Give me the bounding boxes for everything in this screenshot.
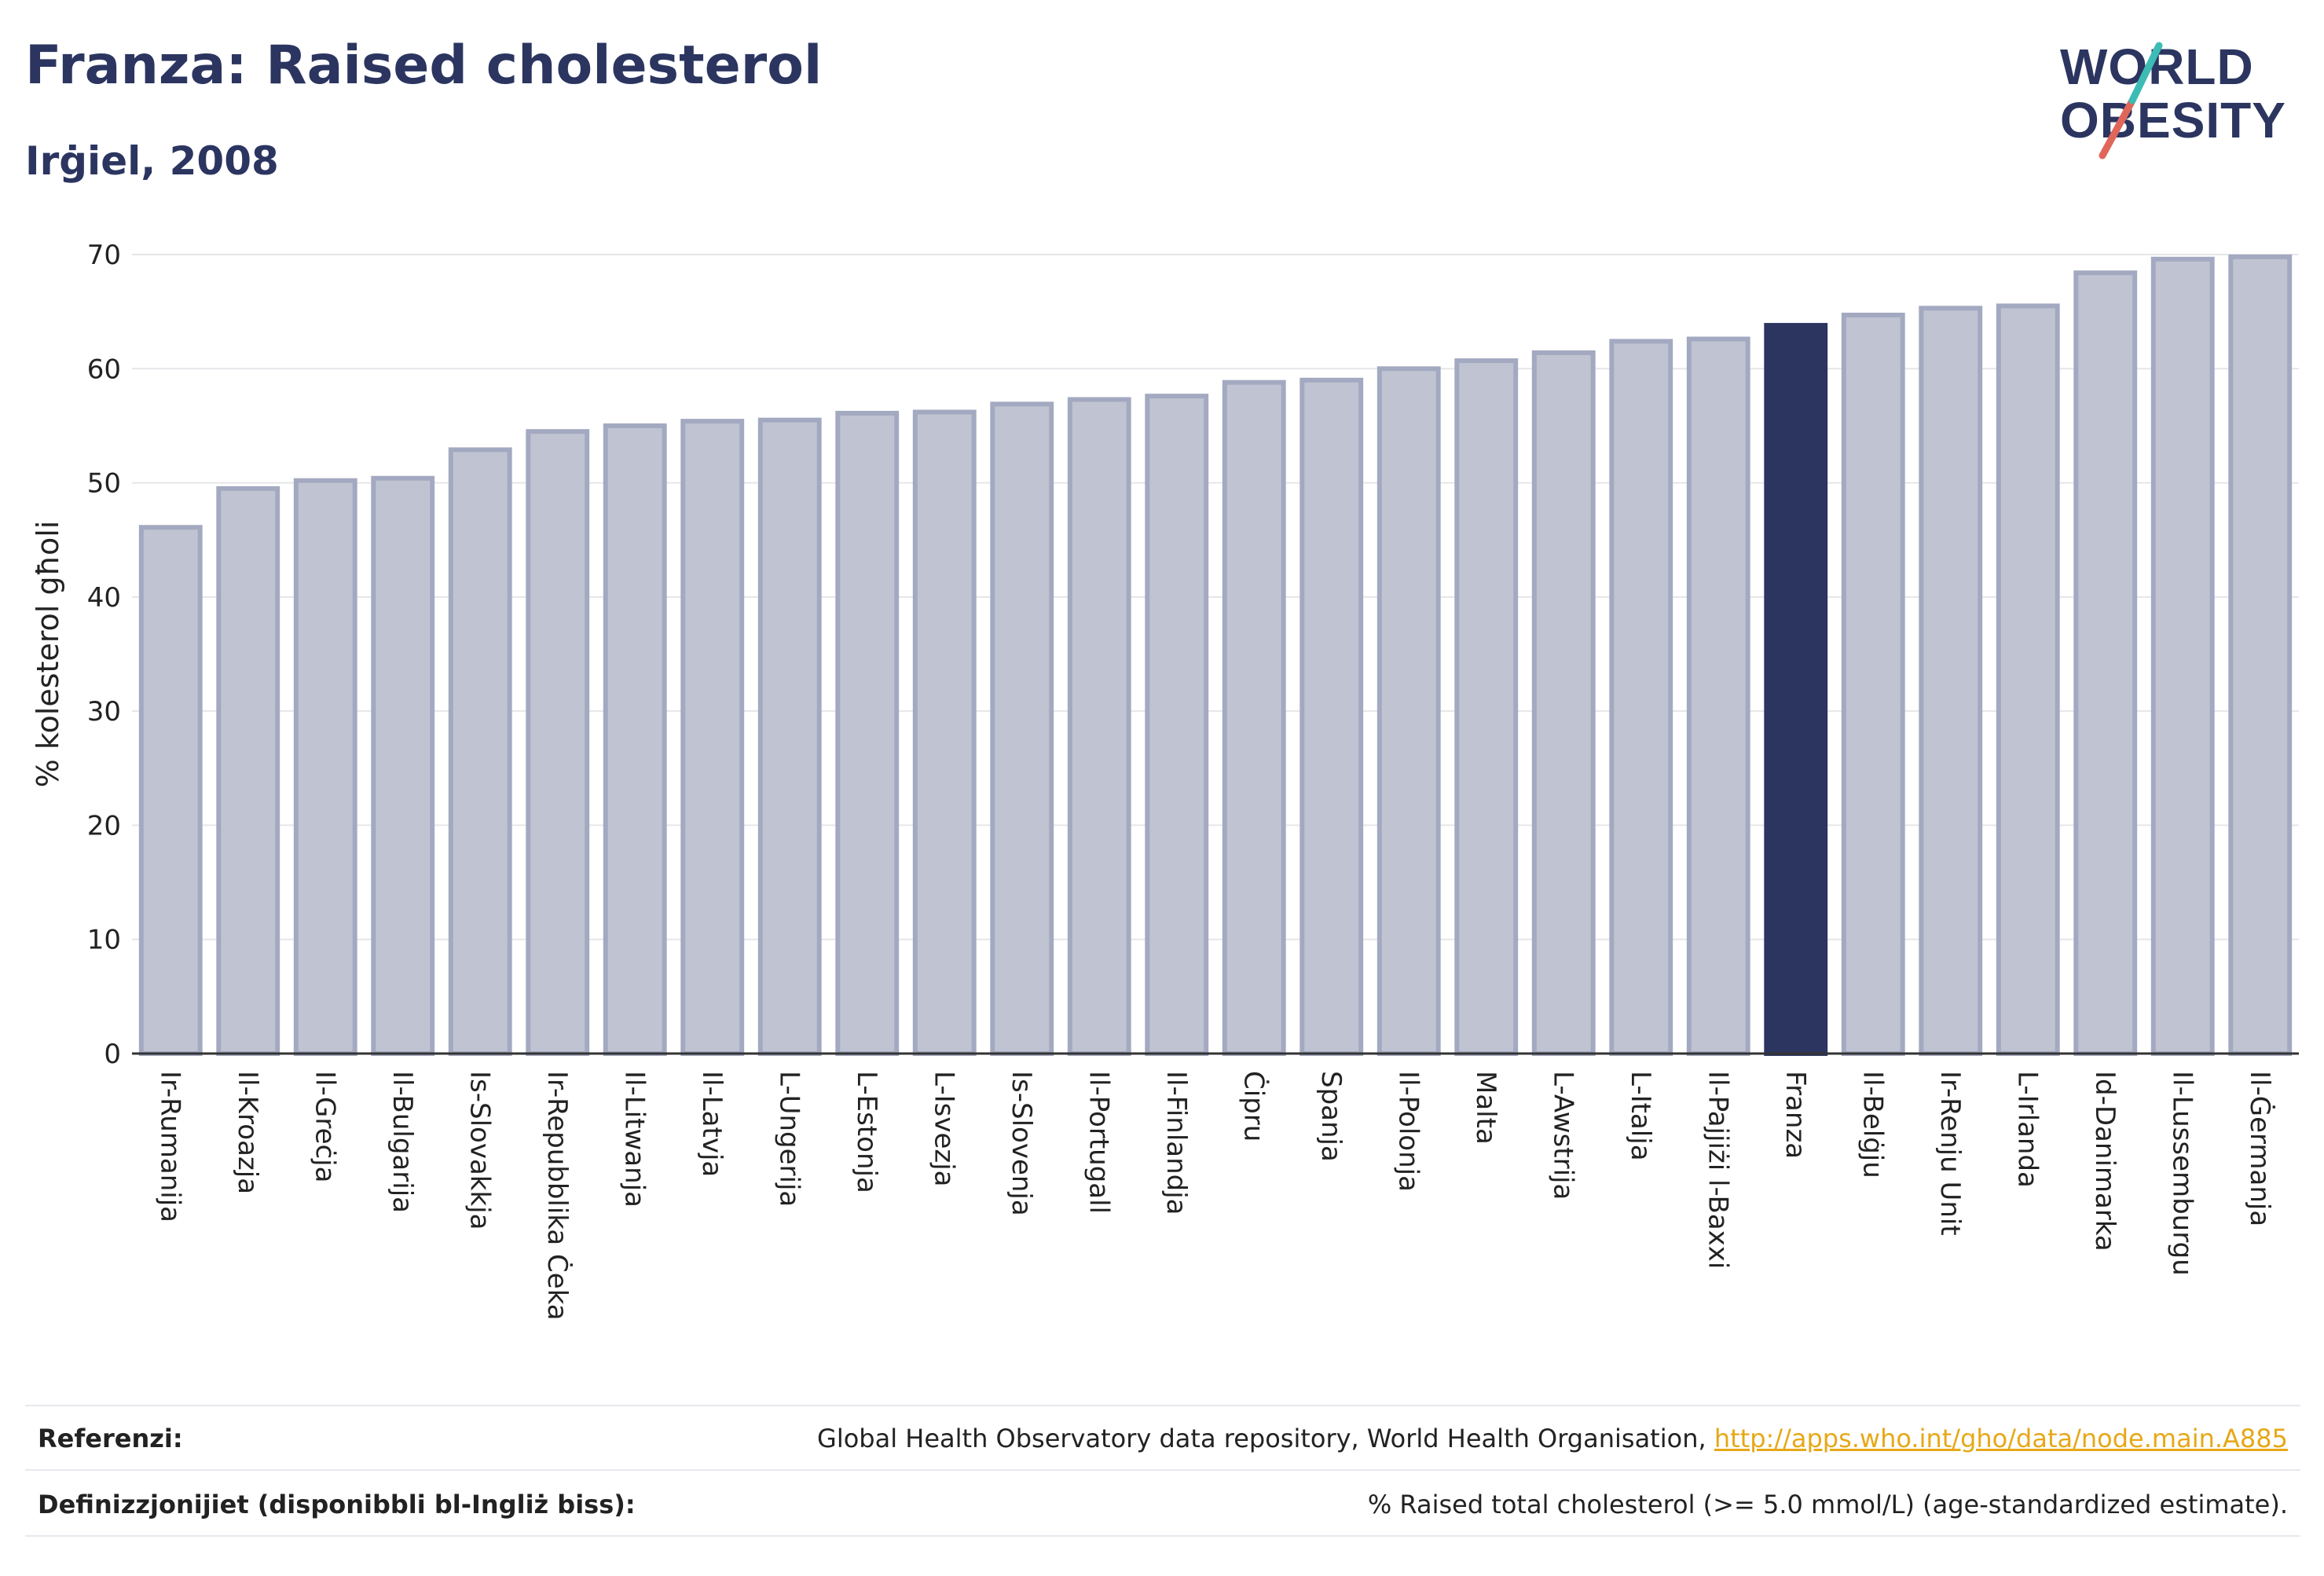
- x-tick-label: Il-Kroazja: [232, 1071, 263, 1194]
- x-tick-label: L-Awstrija: [1547, 1071, 1578, 1200]
- y-tick-label: 20: [87, 810, 121, 841]
- references-value: Global Health Observatory data repositor…: [817, 1424, 2288, 1453]
- bar-Id-Danimarka: [2073, 270, 2138, 1056]
- bar-L-Irlanda: [1996, 303, 2060, 1056]
- references-link[interactable]: http://apps.who.int/gho/data/node.main.A…: [1714, 1424, 2288, 1453]
- bar-Is-Slovenja: [990, 401, 1054, 1056]
- bar-Ir-Renju Unit: [1919, 306, 1983, 1056]
- bar-Spanja: [1299, 377, 1364, 1057]
- footer-divider: [25, 1405, 2300, 1406]
- bar-Il-Lussemburgu: [2150, 256, 2215, 1057]
- x-tick-label: Malta: [1470, 1071, 1501, 1145]
- x-tick-label: Il-Finlandja: [1160, 1071, 1192, 1215]
- bar-Il-Belġju: [1841, 313, 1905, 1057]
- bar-L-Estonja: [835, 410, 900, 1056]
- footer-divider: [25, 1469, 2300, 1471]
- x-tick-label: Il-Portugall: [1083, 1071, 1114, 1214]
- y-axis-title: % kolesterol għoli: [31, 521, 65, 788]
- x-tick-label: L-Estonja: [851, 1071, 882, 1193]
- x-tick-label: L-Isvezja: [928, 1071, 959, 1187]
- bar-L-Awstrija: [1531, 350, 1596, 1056]
- y-tick-label: 10: [87, 925, 121, 956]
- x-tick-label: Is-Slovenja: [1006, 1071, 1037, 1216]
- x-tick-label: Spanja: [1315, 1071, 1347, 1162]
- y-tick-label: 50: [87, 468, 121, 500]
- page-title: Franza: Raised cholesterol: [25, 35, 823, 97]
- x-tick-label: Ir-Repubblika Ċeka: [541, 1071, 574, 1321]
- bar-Il-Pajjiżi l-Baxxi: [1686, 336, 1750, 1056]
- bar-Il-Greċja: [293, 478, 357, 1056]
- logo-slash-icon: [2099, 42, 2163, 159]
- definitions-row: Definizzjonijiet (disponibbli bl-Ingliż …: [25, 1490, 2300, 1521]
- x-tick-label: Il-Belġju: [1857, 1071, 1888, 1178]
- bar-Il-Polonja: [1376, 366, 1441, 1056]
- world-obesity-logo: WORLD OBESITY: [2049, 22, 2308, 163]
- x-tick-label: Is-Slovakkja: [464, 1071, 495, 1230]
- bar-Is-Slovakkja: [448, 447, 512, 1056]
- x-tick-label: L-Irlanda: [2011, 1071, 2043, 1188]
- x-tick-label: Id-Danimarka: [2089, 1071, 2121, 1252]
- references-text: Global Health Observatory data repositor…: [817, 1424, 1714, 1453]
- page-subtitle: Irġiel, 2008: [25, 138, 279, 184]
- bar-Ir-Rumanija: [138, 525, 203, 1056]
- x-tick-label: L-Ungerija: [773, 1071, 805, 1207]
- bar-Il-Ġermanja: [2228, 254, 2293, 1056]
- bar-Il-Latvja: [680, 419, 745, 1056]
- x-tick-label: Ir-Renju Unit: [1934, 1071, 1966, 1236]
- bar-Il-Litwanja: [603, 423, 667, 1056]
- bar-Il-Portugall: [1067, 397, 1131, 1056]
- x-tick-label: Il-Bulgarija: [387, 1071, 418, 1213]
- x-tick-label: Il-Latvja: [696, 1071, 728, 1177]
- logo-line-2: OBESITY: [2060, 92, 2286, 148]
- bar-L-Italja: [1609, 339, 1673, 1057]
- footer-divider: [25, 1535, 2300, 1537]
- references-label: Referenzi:: [38, 1424, 183, 1453]
- bar-L-Ungerija: [757, 417, 822, 1056]
- x-tick-label: Franza: [1780, 1071, 1811, 1159]
- bar-Malta: [1454, 358, 1519, 1056]
- bar-Ir-Repubblika Ċeka: [526, 429, 590, 1056]
- bar-Il-Finlandja: [1145, 394, 1209, 1056]
- x-tick-label: Il-Litwanja: [618, 1071, 650, 1208]
- x-tick-label: Il-Polonja: [1392, 1071, 1424, 1192]
- y-tick-label: 60: [87, 354, 121, 385]
- bar-Il-Bulgarija: [371, 475, 435, 1056]
- references-row: Referenzi: Global Health Observatory dat…: [25, 1424, 2300, 1455]
- x-tick-label: Il-Lussemburgu: [2166, 1071, 2198, 1276]
- x-tick-label: Ċipru: [1237, 1071, 1270, 1142]
- y-tick-label: 70: [87, 240, 121, 271]
- y-tick-label: 40: [87, 582, 121, 614]
- definitions-value: % Raised total cholesterol (>= 5.0 mmol/…: [1367, 1490, 2288, 1519]
- bar-Ċipru: [1222, 379, 1286, 1057]
- x-tick-label: Il-Pajjiżi l-Baxxi: [1702, 1071, 1733, 1269]
- x-tick-label: Ir-Rumanija: [154, 1071, 185, 1222]
- y-tick-label: 30: [87, 696, 121, 728]
- definitions-label: Definizzjonijiet (disponibbli bl-Ingliż …: [38, 1490, 636, 1519]
- bar-Franza: [1764, 323, 1828, 1056]
- x-tick-label: Il-Ġermanja: [2244, 1071, 2276, 1226]
- x-tick-label: Il-Greċja: [309, 1071, 340, 1182]
- bar-chart: 0 10 20 30 40 50 60 70 % kolesterol għoli Ir-Ruma…: [31, 240, 2299, 1321]
- bar-L-Isvezja: [912, 409, 977, 1056]
- bar-Il-Kroazja: [216, 486, 280, 1056]
- x-tick-label: L-Italja: [1625, 1071, 1656, 1161]
- y-tick-label: 0: [104, 1039, 121, 1070]
